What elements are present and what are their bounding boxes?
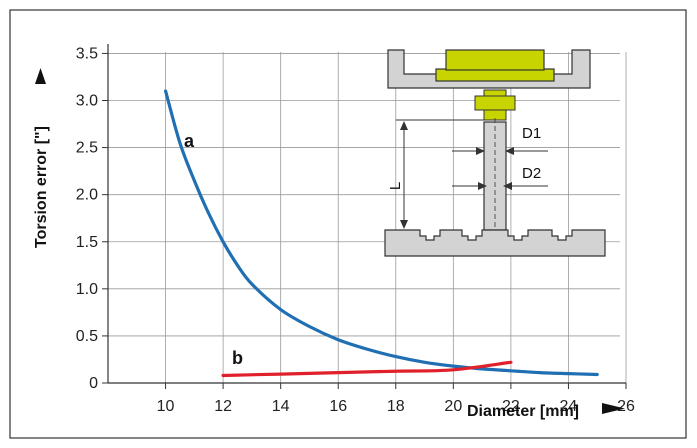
dimension-d1-arrow-left-icon (476, 147, 485, 155)
dimension-l-label: L (387, 182, 404, 190)
y-axis-title: Torsion error ["] (33, 126, 50, 248)
axes (102, 44, 627, 389)
x-tick-label: 24 (560, 398, 578, 415)
series-line-b (221, 360, 513, 378)
torsion-setup-diagram: L D1 D2 (384, 49, 606, 257)
y-tick-label: 2.5 (76, 140, 98, 157)
series-label-b: b (232, 348, 243, 368)
dimension-d2-arrow-left-icon (478, 182, 487, 190)
y-tick-label: 0.5 (76, 328, 98, 345)
x-tick-label: 26 (617, 398, 635, 415)
dimension-d1-arrow-right-icon (505, 147, 514, 155)
series-group (164, 89, 599, 378)
y-tick-label: 2.0 (76, 187, 98, 204)
dimension-d2-label: D2 (522, 165, 541, 182)
coupling-body (474, 95, 516, 111)
series-line-a (164, 89, 599, 377)
x-tick-label: 20 (444, 398, 462, 415)
dimension-l-arrow-top-icon (400, 121, 408, 130)
x-axis-arrow-icon (602, 403, 625, 414)
x-tick-label: 10 (157, 398, 175, 415)
series-label-a: a (184, 131, 195, 151)
dimension-l-arrow-bottom-icon (400, 220, 408, 229)
x-tick-labels: 10 12 14 16 18 20 22 24 26 (157, 398, 635, 415)
coupling-top (483, 89, 507, 97)
bottom-table (384, 229, 606, 257)
top-component-body (445, 49, 545, 71)
y-tick-labels: 0 0.5 1.0 1.5 2.0 2.5 3.0 3.5 (76, 45, 98, 392)
y-axis-title-group: Torsion error ["] (33, 68, 50, 248)
x-tick-label: 22 (502, 398, 520, 415)
y-tick-label: 3.5 (76, 45, 98, 62)
x-tick-label: 18 (387, 398, 405, 415)
x-tick-label: 16 (329, 398, 347, 415)
y-tick-label: 3.0 (76, 93, 98, 110)
y-tick-label: 0 (89, 375, 98, 392)
y-tick-label: 1.0 (76, 281, 98, 298)
dimension-d1-label: D1 (522, 125, 541, 142)
y-tick-label: 1.5 (76, 234, 98, 251)
y-axis-arrow-icon (35, 68, 46, 84)
top-component-base (435, 68, 555, 82)
x-tick-label: 14 (272, 398, 290, 415)
x-tick-label: 12 (214, 398, 232, 415)
x-axis-title-group: Diameter [mm] (467, 403, 625, 420)
dimension-d2-arrow-right-icon (503, 182, 512, 190)
x-axis-title: Diameter [mm] (467, 403, 579, 420)
